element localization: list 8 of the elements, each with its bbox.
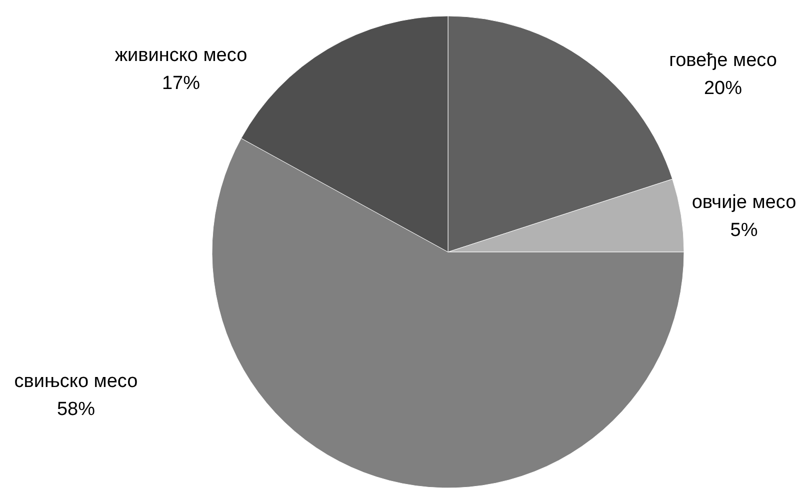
data-label: 20% [704, 78, 742, 99]
slice-label: овчије месо [692, 192, 796, 213]
data-label: 5% [730, 220, 758, 241]
data-label: 17% [162, 73, 200, 94]
data-label: 58% [56, 399, 96, 420]
slice-label: говеђе месо [669, 50, 777, 71]
slice-label: живинско месо [114, 45, 248, 66]
slice-label: свињско месо [14, 371, 138, 392]
